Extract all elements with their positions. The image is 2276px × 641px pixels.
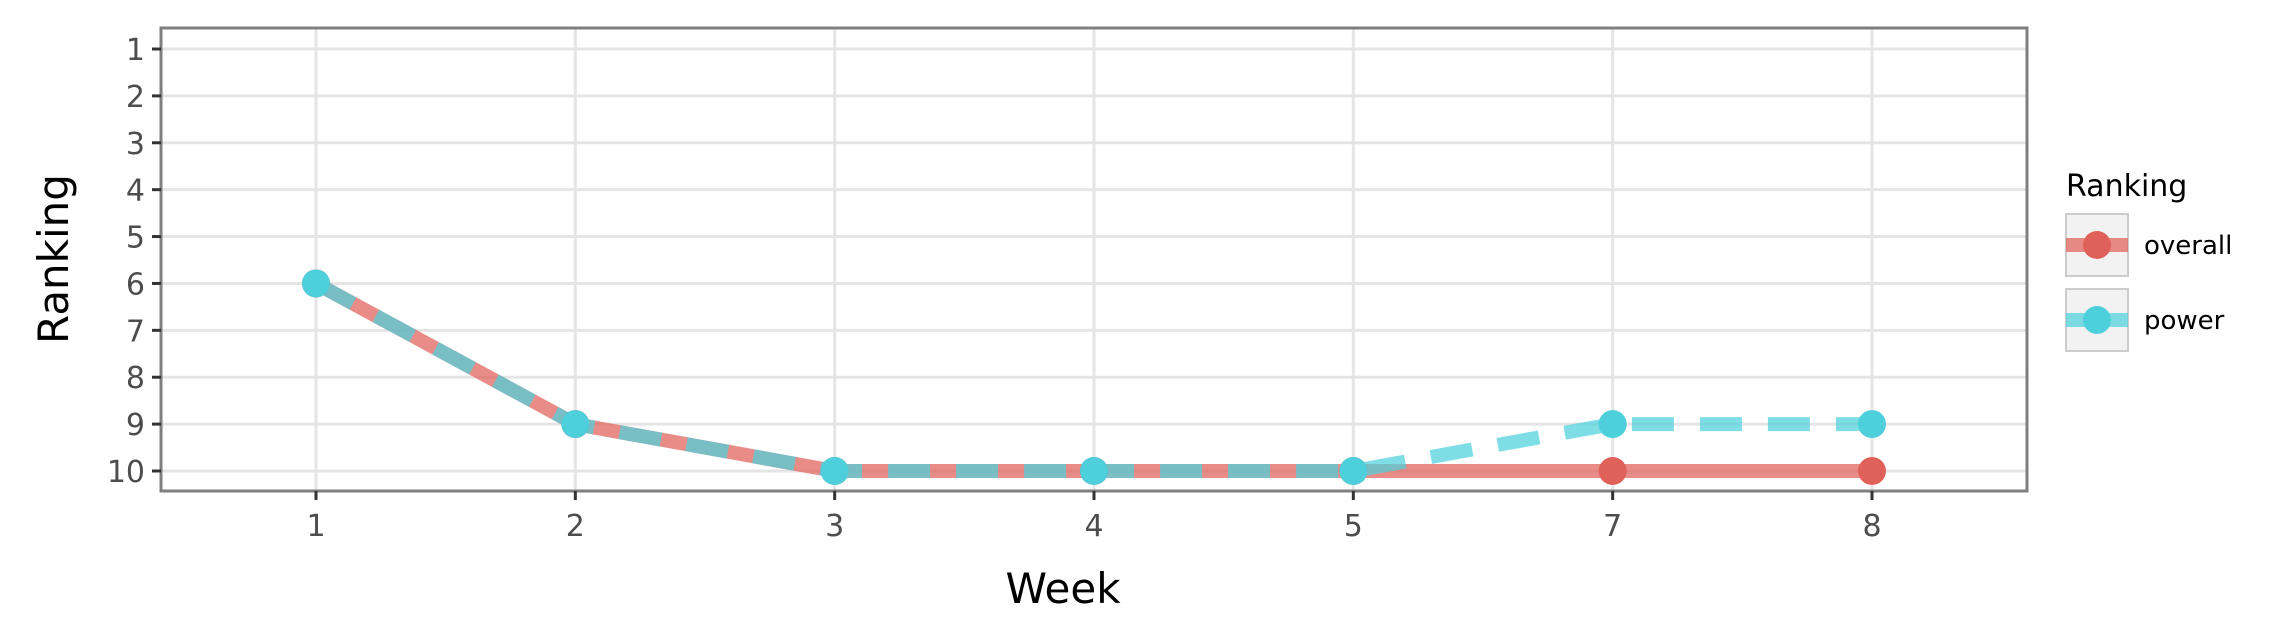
x-tick-label: 2 — [566, 509, 585, 544]
legend-label: power — [2144, 306, 2225, 336]
x-tick-label: 3 — [825, 509, 844, 544]
data-point-overall — [1598, 457, 1627, 485]
y-tick-label: 10 — [107, 455, 145, 490]
y-tick-label: 7 — [126, 314, 145, 349]
data-point-power — [561, 410, 590, 439]
data-point-power — [1598, 410, 1627, 439]
legend: Ranking overall power — [2065, 169, 2232, 352]
x-axis-title: Week — [1005, 564, 1121, 613]
data-point-power — [1339, 457, 1368, 485]
data-point-power — [820, 457, 849, 485]
y-tick-label: 9 — [126, 408, 145, 443]
x-tick-label: 1 — [306, 509, 325, 544]
legend-item-power: power — [2065, 288, 2225, 352]
data-point-power — [1858, 410, 1886, 439]
legend-label: overall — [2144, 231, 2232, 261]
y-tick-label: 2 — [126, 80, 145, 115]
y-tick-label: 8 — [126, 361, 145, 396]
data-point-power — [1080, 457, 1108, 485]
data-point-overall — [1858, 457, 1886, 485]
x-axis-ticks: 1 2 3 4 5 7 8 — [306, 491, 1882, 544]
legend-item-overall: overall — [2065, 213, 2232, 277]
y-tick-label: 6 — [126, 267, 145, 302]
x-tick-label: 5 — [1344, 509, 1363, 544]
data-points — [302, 269, 1886, 485]
legend-title: Ranking — [2066, 169, 2187, 204]
legend-key-point — [2083, 231, 2111, 259]
x-tick-label: 7 — [1603, 509, 1622, 544]
x-tick-label: 8 — [1862, 509, 1881, 544]
data-point-power — [302, 269, 330, 298]
y-tick-label: 5 — [126, 221, 145, 256]
y-axis-ticks: 1 2 3 4 5 6 7 8 9 10 — [107, 33, 161, 490]
x-tick-label: 4 — [1084, 509, 1103, 544]
y-tick-label: 3 — [126, 127, 145, 162]
y-tick-label: 1 — [126, 33, 145, 68]
legend-key-point — [2083, 306, 2111, 334]
y-tick-label: 4 — [126, 174, 145, 209]
y-axis-title: Ranking — [29, 174, 78, 344]
